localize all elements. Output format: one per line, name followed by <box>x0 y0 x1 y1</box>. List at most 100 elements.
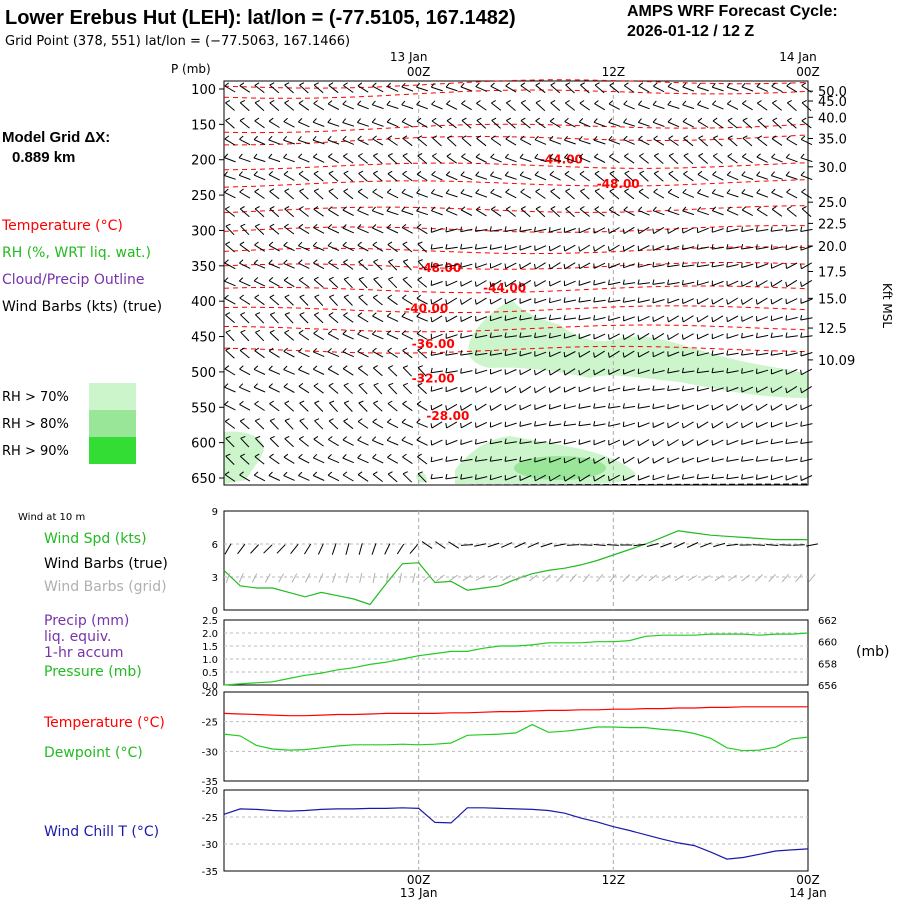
wind-barb-flag <box>313 329 318 334</box>
wind-barb-flag <box>238 153 243 159</box>
wind-barb-flag <box>254 223 260 227</box>
wind-barb <box>328 156 339 164</box>
wind-barb <box>578 299 591 303</box>
wind-barb-flag <box>667 82 672 87</box>
wind-barb-flag <box>622 385 625 391</box>
wind-barb-flag <box>741 368 743 374</box>
wind-barb <box>534 157 547 163</box>
wind-barb <box>712 228 724 233</box>
wind-barb-flag <box>505 82 511 87</box>
wind-barb <box>357 104 369 110</box>
wind-barb <box>329 296 338 306</box>
wind-barb <box>638 245 650 252</box>
wind-barb <box>490 369 502 375</box>
wind-barb <box>327 368 339 376</box>
temperature-line <box>223 706 808 717</box>
wind-barb-flag <box>489 299 492 305</box>
wind-barb-grid <box>635 574 644 582</box>
wind-barb <box>520 85 531 93</box>
wind-barb-flag <box>475 439 477 445</box>
wind-barb-flag <box>741 405 743 411</box>
wind-barb-flag <box>371 206 376 212</box>
wind-barb-flag <box>298 435 304 440</box>
wind-barb <box>313 190 324 200</box>
wind-barb <box>771 386 783 394</box>
wind-barb <box>372 121 384 127</box>
wind-barb-flag <box>741 153 747 158</box>
wind-barb <box>534 458 547 463</box>
wind-barb <box>697 387 710 392</box>
wind-barb-flag <box>401 188 406 194</box>
wind-barb <box>475 263 488 269</box>
wind-barb <box>652 388 665 391</box>
y-tick-label: -25 <box>202 718 218 729</box>
wind-barb <box>505 279 517 288</box>
wind-barb <box>490 335 503 338</box>
wind-barb <box>431 439 443 446</box>
wind-barb <box>284 84 294 94</box>
wind-barb <box>771 369 783 375</box>
wind-barb-flag <box>253 365 259 370</box>
wind-barb-flag <box>342 241 347 246</box>
wind-barb <box>461 137 472 147</box>
wind-barb-flag <box>578 246 581 252</box>
wind-barb-flag <box>313 170 319 175</box>
wind-barb-flag <box>770 244 773 250</box>
wind-barb <box>342 439 354 446</box>
wind-barb-flag <box>387 241 393 246</box>
rh80-core <box>514 456 606 480</box>
wind-barb-flag <box>402 153 408 157</box>
wind-barb-flag <box>460 188 465 194</box>
wind-barb <box>505 138 517 146</box>
wind-barb-flag <box>565 188 571 192</box>
wind-barb <box>416 439 428 446</box>
wind-barb <box>475 421 488 428</box>
wind-barb <box>476 102 487 111</box>
wind-barb <box>446 280 458 287</box>
wind-barb-flag <box>548 332 551 338</box>
wind-barb <box>564 334 576 339</box>
wind-barb-flag <box>755 405 758 411</box>
height-tick-label: 35.0 <box>818 133 847 148</box>
wind-barb <box>417 243 427 253</box>
wind-barb-true <box>358 543 363 555</box>
wind-barb-flag <box>460 368 462 374</box>
wind-barb-flag <box>535 206 541 210</box>
wind-barb-flag <box>696 261 699 267</box>
wind-barb-flag <box>358 153 363 157</box>
wind-barb-flag <box>474 281 477 287</box>
wind-barb-grid <box>462 574 472 582</box>
wind-barb <box>757 102 768 111</box>
wind-barb <box>549 299 562 304</box>
pressure-tick-label: 400 <box>191 295 216 310</box>
wind-barb-flag <box>416 206 421 212</box>
wind-barb <box>593 139 606 145</box>
wind-barb <box>239 174 251 180</box>
wind-barb <box>742 103 753 111</box>
wind-barb <box>786 120 797 129</box>
wind-barb-flag <box>755 226 758 232</box>
wind-barb-flag <box>741 243 744 250</box>
wind-barb-flag <box>401 206 406 212</box>
wind-barb-flag <box>741 188 746 194</box>
wind-barb <box>505 191 517 199</box>
wind-barb-flag <box>755 350 758 356</box>
wind-barb <box>387 297 398 306</box>
wind-barb-flag <box>800 315 803 321</box>
wind-barb <box>313 385 324 394</box>
wind-barb <box>490 279 502 288</box>
wind-barb-flag <box>239 82 245 87</box>
wind-barb <box>534 228 547 233</box>
wind-barb-flag <box>313 435 319 440</box>
wind-barb <box>579 227 591 234</box>
wind-barb <box>239 297 251 305</box>
wind-barb <box>372 315 384 323</box>
wind-barb <box>594 190 605 200</box>
wind-barb-grid <box>728 574 737 582</box>
wind-barb-flag <box>283 135 288 141</box>
wind-barb-flag <box>697 117 703 122</box>
wind-barb-flag <box>696 350 699 356</box>
wind-barb-flag <box>681 334 684 340</box>
wind-barb-flag <box>358 259 364 263</box>
wind-barb-flag <box>445 189 450 194</box>
